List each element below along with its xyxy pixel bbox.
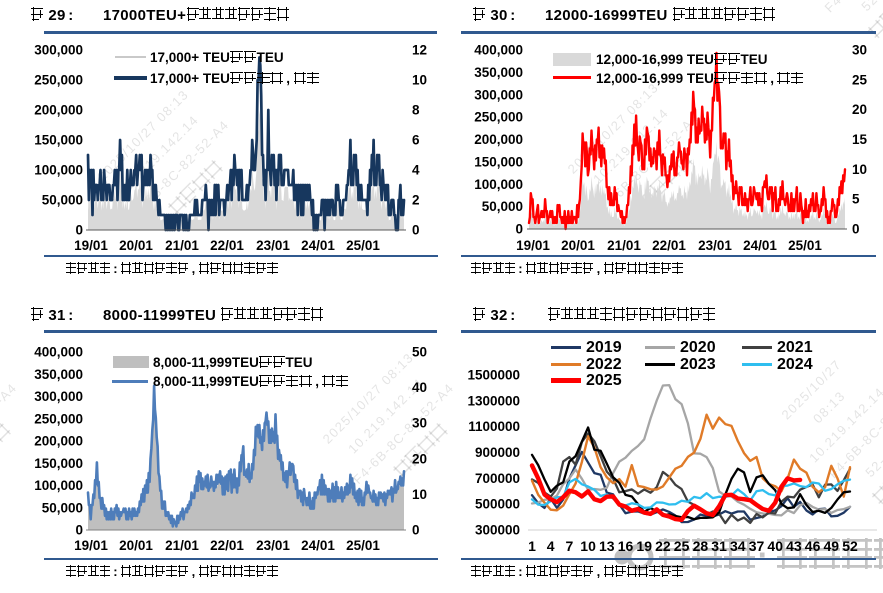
svg-text:23/01: 23/01 xyxy=(256,538,290,553)
svg-text:10: 10 xyxy=(852,162,867,177)
svg-text:25: 25 xyxy=(852,72,868,87)
svg-text:24/01: 24/01 xyxy=(743,238,777,253)
svg-text:25/01: 25/01 xyxy=(346,238,380,253)
svg-text:43: 43 xyxy=(786,538,802,554)
svg-text:0: 0 xyxy=(412,223,420,238)
svg-text:22/01: 22/01 xyxy=(210,538,244,553)
svg-text:49: 49 xyxy=(824,538,840,554)
svg-text:0: 0 xyxy=(412,523,420,538)
svg-text:200,000: 200,000 xyxy=(34,103,83,118)
svg-text:700000: 700000 xyxy=(475,471,520,486)
svg-text:7: 7 xyxy=(566,538,574,554)
svg-text:23/01: 23/01 xyxy=(256,238,290,253)
svg-text:900000: 900000 xyxy=(475,445,520,460)
svg-text:50: 50 xyxy=(412,345,427,360)
svg-text:16: 16 xyxy=(618,538,634,554)
svg-text:30: 30 xyxy=(412,416,427,431)
svg-text:15: 15 xyxy=(852,132,868,147)
svg-text:50,000: 50,000 xyxy=(482,199,523,214)
svg-text:100,000: 100,000 xyxy=(34,163,83,178)
svg-text:22/01: 22/01 xyxy=(210,238,244,253)
svg-text:300000: 300000 xyxy=(475,523,520,538)
svg-text:500000: 500000 xyxy=(475,497,520,512)
svg-text:19/01: 19/01 xyxy=(74,538,108,553)
svg-text:4: 4 xyxy=(412,163,420,178)
svg-text:400,000: 400,000 xyxy=(34,345,83,360)
svg-text:1300000: 1300000 xyxy=(467,393,520,408)
svg-text:22/01: 22/01 xyxy=(652,238,686,253)
svg-text:250,000: 250,000 xyxy=(34,73,83,88)
svg-text:21/01: 21/01 xyxy=(607,238,641,253)
svg-text:22: 22 xyxy=(655,538,671,554)
svg-text:100,000: 100,000 xyxy=(474,177,523,192)
svg-text:50,000: 50,000 xyxy=(42,193,83,208)
svg-text:300,000: 300,000 xyxy=(34,389,83,404)
svg-text:250,000: 250,000 xyxy=(474,110,523,125)
svg-text:28: 28 xyxy=(693,538,709,554)
svg-text:350,000: 350,000 xyxy=(34,367,83,382)
svg-text:6: 6 xyxy=(412,133,420,148)
svg-text:50,000: 50,000 xyxy=(42,500,83,515)
svg-text:19/01: 19/01 xyxy=(516,238,550,253)
svg-text:0: 0 xyxy=(515,222,523,237)
svg-text:13: 13 xyxy=(599,538,615,554)
svg-text:20/01: 20/01 xyxy=(119,538,153,553)
svg-text:300,000: 300,000 xyxy=(34,43,83,58)
svg-text:40: 40 xyxy=(412,380,427,395)
svg-text:10: 10 xyxy=(412,487,427,502)
svg-text:30: 30 xyxy=(852,43,867,58)
svg-text:5: 5 xyxy=(852,192,860,207)
svg-text:350,000: 350,000 xyxy=(474,65,523,80)
svg-text:200,000: 200,000 xyxy=(34,434,83,449)
svg-text:200,000: 200,000 xyxy=(474,132,523,147)
svg-text:20/01: 20/01 xyxy=(119,238,153,253)
svg-text:150,000: 150,000 xyxy=(34,133,83,148)
svg-text:20: 20 xyxy=(852,102,867,117)
svg-text:19: 19 xyxy=(636,538,652,554)
svg-text:34: 34 xyxy=(730,538,746,554)
svg-text:25/01: 25/01 xyxy=(346,538,380,553)
svg-text:25: 25 xyxy=(674,538,690,554)
svg-text:37: 37 xyxy=(749,538,765,554)
svg-text:12: 12 xyxy=(412,43,427,58)
svg-text:40: 40 xyxy=(767,538,783,554)
svg-text:19/01: 19/01 xyxy=(74,238,108,253)
svg-text:150,000: 150,000 xyxy=(34,456,83,471)
svg-text:10: 10 xyxy=(412,73,427,88)
svg-text:1100000: 1100000 xyxy=(468,419,520,434)
svg-text:250,000: 250,000 xyxy=(34,411,83,426)
svg-text:10: 10 xyxy=(580,538,596,554)
svg-text:23/01: 23/01 xyxy=(698,238,732,253)
svg-text:4: 4 xyxy=(547,538,555,554)
svg-text:21/01: 21/01 xyxy=(165,238,199,253)
svg-text:400,000: 400,000 xyxy=(474,43,523,58)
svg-text:24/01: 24/01 xyxy=(301,238,335,253)
svg-text:150,000: 150,000 xyxy=(474,154,523,169)
svg-text:0: 0 xyxy=(852,221,860,236)
svg-text:31: 31 xyxy=(711,538,727,554)
svg-text:0: 0 xyxy=(75,523,83,538)
svg-text:20: 20 xyxy=(412,451,427,466)
svg-text:0: 0 xyxy=(75,223,83,238)
svg-text:8: 8 xyxy=(412,103,420,118)
svg-text:21/01: 21/01 xyxy=(165,538,199,553)
svg-text:1: 1 xyxy=(528,538,536,554)
svg-text:24/01: 24/01 xyxy=(301,538,335,553)
svg-text:1500000: 1500000 xyxy=(467,368,520,383)
svg-text:52: 52 xyxy=(842,538,858,554)
svg-text:25/01: 25/01 xyxy=(788,238,822,253)
svg-text:46: 46 xyxy=(805,538,821,554)
svg-text:20/01: 20/01 xyxy=(561,238,595,253)
svg-text:2: 2 xyxy=(412,193,420,208)
svg-text:300,000: 300,000 xyxy=(474,87,523,102)
svg-text:100,000: 100,000 xyxy=(34,478,83,493)
